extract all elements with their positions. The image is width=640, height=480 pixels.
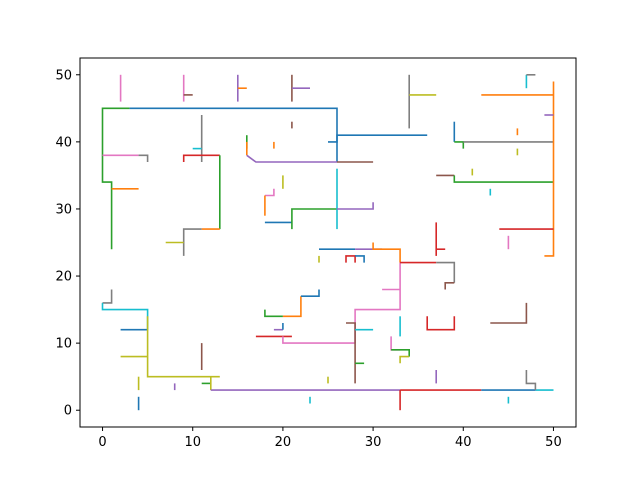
series-line-41 xyxy=(354,262,401,344)
series-line-91 xyxy=(282,336,356,344)
y-tick-label: 50 xyxy=(55,68,72,83)
series-line-99 xyxy=(426,316,456,331)
series-line-37 xyxy=(372,242,401,263)
series-line-49 xyxy=(453,175,554,183)
x-tick-label: 50 xyxy=(545,435,562,450)
series-line-98 xyxy=(399,355,410,364)
y-tick-label: 10 xyxy=(55,337,72,352)
series-line-58 xyxy=(544,81,555,257)
y-tick-label: 40 xyxy=(55,135,72,150)
axes-frame xyxy=(79,57,577,428)
series-line-32 xyxy=(291,208,337,230)
series-line-22 xyxy=(246,154,337,163)
series-line-40 xyxy=(355,255,365,263)
series-line-80 xyxy=(525,370,537,391)
series-line-92 xyxy=(346,322,356,384)
x-tick-label: 20 xyxy=(275,435,292,450)
series-line-1 xyxy=(129,107,338,162)
y-tick-label: 20 xyxy=(55,270,72,285)
y-tick-label: 30 xyxy=(55,202,72,217)
x-tick-label: 30 xyxy=(365,435,382,450)
series-line-67 xyxy=(146,316,220,378)
x-tick-label: 0 xyxy=(98,435,106,450)
series-line-97 xyxy=(391,348,411,357)
x-tick-label: 40 xyxy=(455,435,472,450)
series-line-53 xyxy=(454,141,465,149)
series-line-44 xyxy=(436,261,456,283)
series-line-86 xyxy=(282,296,302,318)
series-line-100 xyxy=(490,302,528,324)
series-line-25 xyxy=(328,134,428,143)
series-line-0 xyxy=(101,107,130,250)
series-layer xyxy=(101,74,555,411)
series-line-45 xyxy=(444,281,455,290)
series-line-65 xyxy=(101,302,149,330)
series-line-85 xyxy=(264,309,283,318)
series-line-3 xyxy=(138,154,149,162)
series-line-15 xyxy=(182,154,220,162)
ticks-layer: 0 10 20 30 40 50 0 10 20 30 40 50 xyxy=(55,68,561,450)
y-tick-label: 0 xyxy=(64,404,72,419)
series-line-18 xyxy=(182,228,202,256)
series-line-87 xyxy=(300,289,320,298)
series-line-29 xyxy=(264,188,275,197)
series-line-96 xyxy=(390,336,401,351)
series-line-34 xyxy=(337,202,374,210)
series-line-64 xyxy=(102,289,113,304)
series-line-39 xyxy=(345,255,356,263)
x-tick-label: 10 xyxy=(184,435,201,450)
